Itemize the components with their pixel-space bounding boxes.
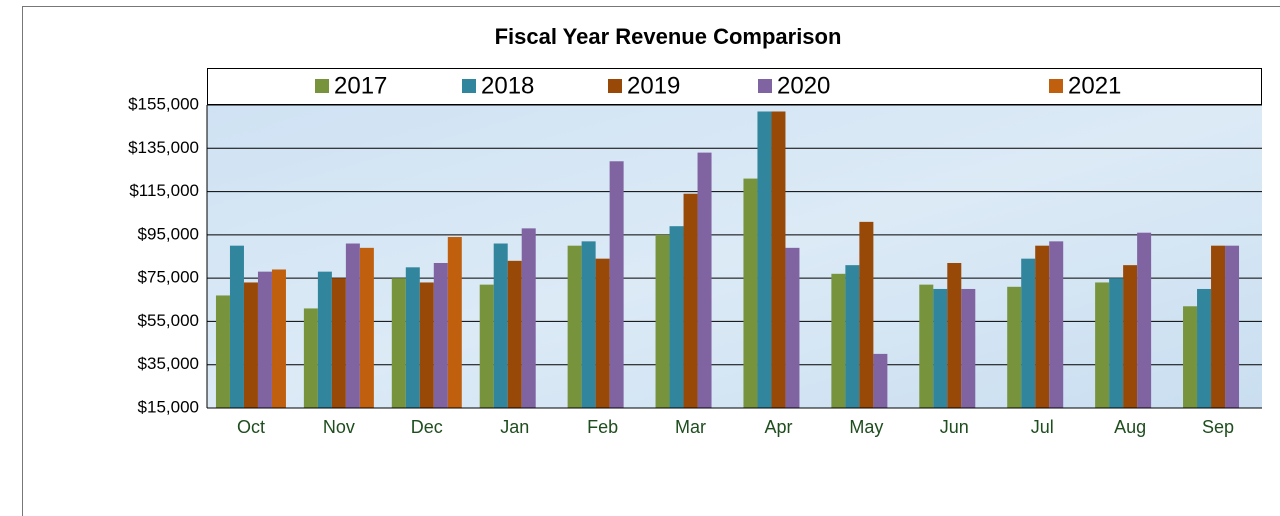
legend-swatch bbox=[462, 79, 476, 93]
bar bbox=[655, 234, 670, 408]
bar bbox=[1137, 232, 1152, 408]
legend-swatch bbox=[758, 79, 772, 93]
x-tick-label: Feb bbox=[587, 417, 618, 437]
bar bbox=[859, 221, 874, 408]
bar bbox=[317, 271, 332, 408]
bar bbox=[595, 258, 610, 408]
bar bbox=[345, 243, 360, 408]
bar bbox=[683, 193, 698, 408]
x-tick-label: Jun bbox=[940, 417, 969, 437]
y-tick-label: $75,000 bbox=[138, 268, 199, 287]
x-tick-label: Apr bbox=[764, 417, 792, 437]
bar bbox=[405, 267, 420, 408]
bar bbox=[1211, 245, 1226, 408]
y-tick-label: $55,000 bbox=[138, 311, 199, 330]
bar bbox=[1197, 288, 1212, 408]
bar bbox=[479, 284, 494, 408]
y-tick-label: $115,000 bbox=[129, 181, 199, 200]
bar bbox=[419, 282, 434, 408]
legend-label: 2018 bbox=[481, 72, 534, 99]
plot-area bbox=[207, 105, 1262, 408]
legend bbox=[207, 68, 1262, 105]
bar bbox=[567, 245, 582, 408]
bar bbox=[947, 262, 962, 408]
bar bbox=[493, 243, 508, 408]
x-tick-label: Mar bbox=[675, 417, 706, 437]
bar bbox=[1123, 265, 1138, 408]
x-tick-label: Jan bbox=[500, 417, 529, 437]
legend-label: 2021 bbox=[1068, 72, 1121, 99]
bar bbox=[1021, 258, 1036, 408]
bar bbox=[933, 288, 948, 408]
bar bbox=[919, 284, 934, 408]
legend-label: 2019 bbox=[627, 72, 680, 99]
bar bbox=[1007, 286, 1022, 408]
x-tick-label: Jul bbox=[1031, 417, 1054, 437]
legend-swatch bbox=[1049, 79, 1063, 93]
y-tick-label: $95,000 bbox=[138, 224, 199, 243]
bar bbox=[669, 226, 684, 408]
bar bbox=[507, 260, 522, 408]
bar bbox=[1183, 306, 1198, 408]
legend-swatch bbox=[315, 79, 329, 93]
bar bbox=[831, 273, 846, 408]
y-tick-label: $15,000 bbox=[138, 397, 199, 416]
bar bbox=[447, 237, 462, 408]
bar bbox=[1095, 282, 1110, 408]
bar bbox=[229, 245, 244, 408]
bar bbox=[303, 308, 318, 408]
bar bbox=[961, 288, 976, 408]
bar bbox=[609, 161, 624, 408]
bar bbox=[1109, 278, 1124, 408]
bar bbox=[391, 278, 406, 408]
legend-label: 2020 bbox=[777, 72, 830, 99]
x-tick-label: May bbox=[849, 417, 883, 437]
bar bbox=[743, 178, 758, 408]
bar bbox=[433, 262, 448, 408]
bar bbox=[1035, 245, 1050, 408]
bar bbox=[331, 278, 346, 408]
x-tick-label: Nov bbox=[323, 417, 355, 437]
bar bbox=[243, 282, 258, 408]
legend-label: 2017 bbox=[334, 72, 387, 99]
bar bbox=[215, 295, 230, 408]
chart-title: Fiscal Year Revenue Comparison bbox=[495, 24, 842, 49]
x-tick-label: Sep bbox=[1202, 417, 1234, 437]
bar bbox=[271, 269, 286, 408]
x-tick-label: Oct bbox=[237, 417, 265, 437]
bar bbox=[771, 111, 786, 408]
y-tick-label: $135,000 bbox=[128, 138, 199, 157]
bar bbox=[257, 271, 272, 408]
x-tick-label: Aug bbox=[1114, 417, 1146, 437]
bar bbox=[785, 247, 800, 408]
bar bbox=[845, 265, 860, 408]
bar bbox=[757, 111, 772, 408]
bar bbox=[873, 353, 888, 408]
bar bbox=[1049, 241, 1064, 408]
bar bbox=[1225, 245, 1240, 408]
y-tick-label: $155,000 bbox=[128, 94, 199, 113]
bar bbox=[359, 247, 374, 408]
bar bbox=[521, 228, 536, 408]
bar bbox=[697, 152, 712, 408]
bar bbox=[581, 241, 596, 408]
y-tick-label: $35,000 bbox=[138, 354, 199, 373]
legend-swatch bbox=[608, 79, 622, 93]
x-tick-label: Dec bbox=[411, 417, 443, 437]
